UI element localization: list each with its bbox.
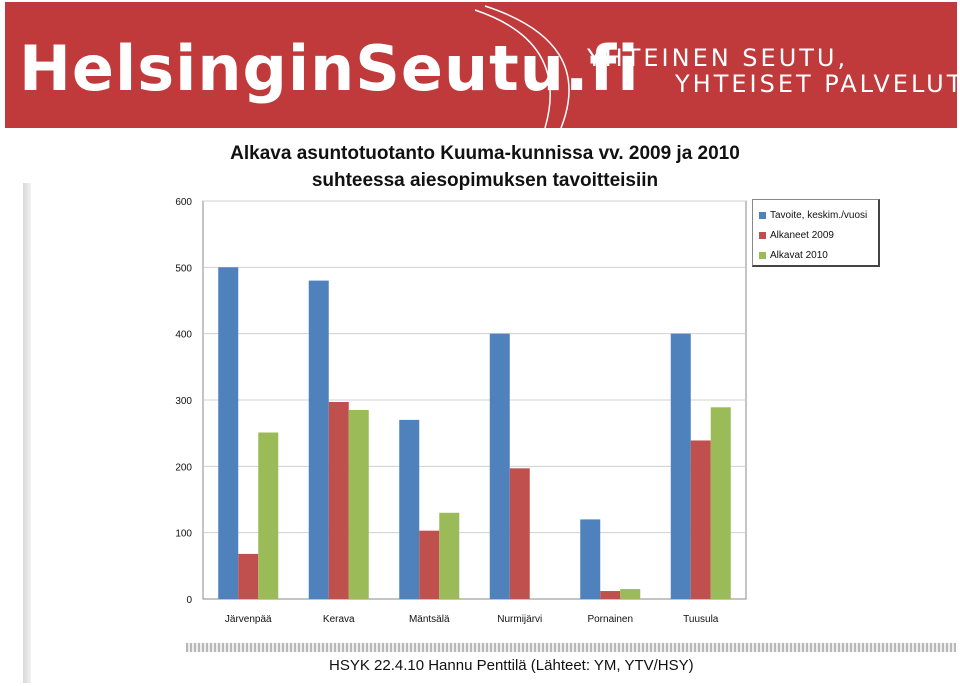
bar-2 [690, 440, 711, 599]
bottom-decoration-band [186, 643, 956, 652]
y-tick-label: 400 [175, 330, 192, 341]
bar-3 [348, 409, 369, 599]
y-tick-label: 200 [175, 462, 192, 473]
legend-swatch [759, 212, 766, 219]
legend-item: Alkaneet 2009 [759, 225, 834, 241]
x-tick-label: Tuusula [683, 614, 719, 625]
bar-3 [258, 432, 279, 599]
tagline-line2: YHTEISET PALVELUT [675, 70, 957, 98]
bar-2 [509, 468, 530, 599]
bar-3 [439, 512, 460, 599]
legend-item: Tavoite, keskim./vuosi [759, 205, 868, 221]
y-tick-label: 0 [186, 595, 192, 606]
bar-2 [600, 591, 621, 599]
header-banner: HelsinginSeutu.fi YHTEINEN SEUTU, YHTEIS… [5, 2, 957, 128]
tagline-line1: YHTEINEN SEUTU, [587, 44, 849, 72]
bar-2 [238, 553, 259, 599]
legend-swatch [759, 252, 766, 259]
bar-1 [308, 280, 329, 599]
chart-title-line2: suhteessa aiesopimuksen tavoitteisiin [311, 170, 659, 191]
legend-label: Alkavat 2010 [770, 250, 828, 261]
bar-1 [489, 333, 510, 599]
legend-label: Alkaneet 2009 [770, 230, 834, 241]
legend-swatch [759, 232, 766, 239]
bar-1 [218, 267, 239, 599]
x-tick-label: Mäntsälä [409, 614, 450, 625]
chart-title-line1: Alkava asuntotuotanto Kuuma-kunnissa vv.… [230, 143, 740, 164]
bar-2 [328, 401, 349, 599]
y-tick-label: 500 [175, 263, 192, 274]
bar-1 [580, 519, 601, 599]
y-tick-label: 300 [175, 396, 192, 407]
x-tick-label: Nurmijärvi [497, 614, 542, 625]
x-tick-label: Järvenpää [225, 614, 272, 625]
x-tick-label: Pornainen [587, 614, 633, 625]
bar-1 [399, 419, 420, 599]
bar-3 [620, 589, 641, 599]
y-tick-label: 100 [175, 529, 192, 540]
logo-text: HelsinginSeutu.fi [19, 32, 640, 105]
x-tick-label: Kerava [323, 614, 355, 625]
y-tick-label: 600 [175, 197, 192, 208]
chart-legend: Tavoite, keskim./vuosi Alkaneet 2009 Alkav… [752, 199, 880, 267]
bar-1 [670, 333, 691, 599]
bar-3 [710, 407, 731, 599]
logo-swoosh-icon [474, 5, 570, 128]
side-decoration [23, 183, 31, 683]
footer-text: HSYK 22.4.10 Hannu Penttilä (Lähteet: YM… [329, 657, 694, 674]
bar-2 [419, 530, 440, 599]
chart-title: Alkava asuntotuotanto Kuuma-kunnissa vv.… [200, 140, 770, 194]
legend-label: Tavoite, keskim./vuosi [770, 210, 868, 221]
legend-item: Alkavat 2010 [759, 245, 828, 261]
